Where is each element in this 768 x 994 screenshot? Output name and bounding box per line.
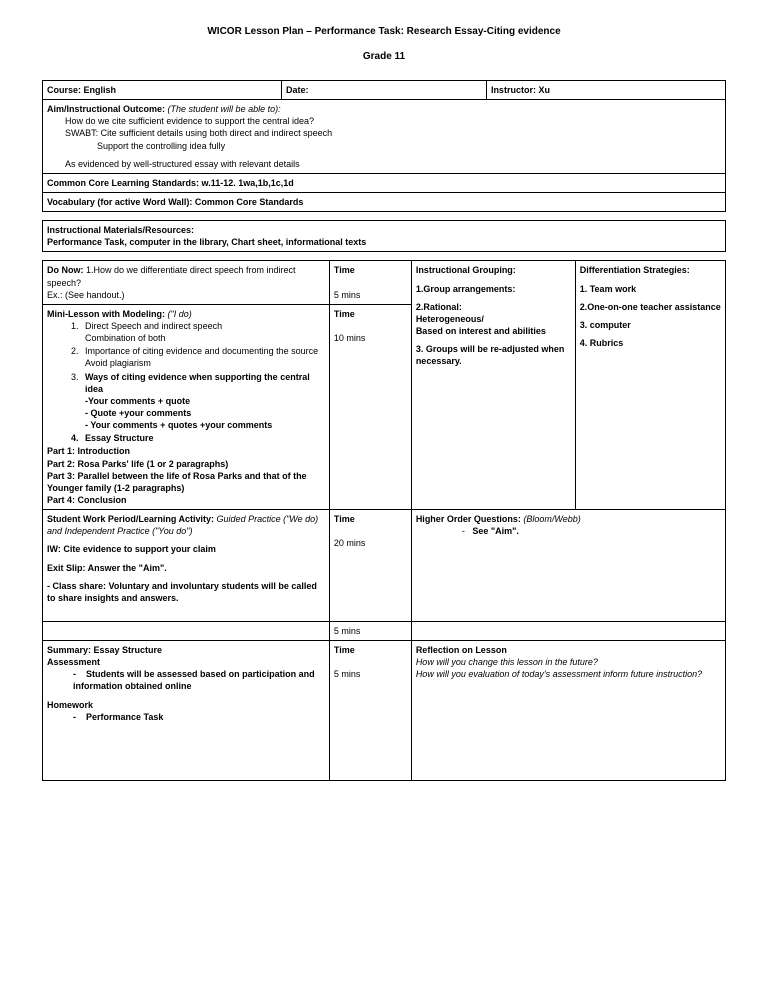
work-time-2: 5 mins (334, 626, 361, 636)
mini-p2: Part 2: Rosa Parks' life (1 or 2 paragra… (47, 458, 325, 470)
summary-hw: Homework (47, 699, 325, 711)
materials-table: Instructional Materials/Resources: Perfo… (42, 220, 726, 252)
reflect-q2: How will you evaluation of today's asses… (416, 668, 721, 680)
vocab-value: Common Core Standards (195, 197, 304, 207)
vocab-label: Vocabulary (for active Word Wall): (47, 197, 192, 207)
hoq-text: See "Aim". (472, 526, 519, 536)
work-label: Student Work Period/Learning Activity: (47, 514, 214, 524)
instructor-value: Xu (538, 85, 550, 95)
aim-swabt2: Support the controlling idea fully (47, 140, 721, 152)
diff-1: 1. Team work (580, 283, 721, 295)
ccls-value: w.11-12. 1wa,1b,1c,1d (202, 178, 294, 188)
summary-hw-text: Performance Task (86, 712, 163, 722)
materials-value: Performance Task, computer in the librar… (47, 237, 366, 247)
summary-label: Summary: Essay Structure (47, 644, 325, 656)
work-share: - Class share: Voluntary and involuntary… (47, 580, 325, 604)
grouping-label: Instructional Grouping: (416, 264, 571, 276)
aim-question: How do we cite sufficient evidence to su… (47, 115, 721, 127)
work-exit: Exit Slip: Answer the "Aim". (47, 562, 325, 574)
grouping-2a: 2.Rational: (416, 301, 571, 313)
aim-label: Aim/Instructional Outcome: (47, 104, 165, 114)
ccls-label: Common Core Learning Standards: (47, 178, 199, 188)
diff-2: 2.One-on-one teacher assistance (580, 301, 721, 313)
doc-title: WICOR Lesson Plan – Performance Task: Re… (42, 26, 726, 37)
reflect-label: Reflection on Lesson (416, 644, 721, 656)
mini-p1: Part 1: Introduction (47, 445, 325, 457)
course-value: English (84, 85, 117, 95)
work-time-1: 20 mins (334, 538, 366, 548)
diff-4: 4. Rubrics (580, 337, 721, 349)
doc-grade: Grade 11 (42, 51, 726, 62)
aim-evidence: As evidenced by well-structured essay wi… (47, 158, 721, 170)
instructor-label: Instructor: (491, 85, 536, 95)
summary-assess-text: Students will be assessed based on parti… (73, 669, 315, 691)
hoq-label: Higher Order Questions: (416, 514, 521, 524)
donow-time-label: Time (334, 265, 355, 275)
mini-time-value: 10 mins (334, 333, 366, 343)
aim-swabt: SWABT: Cite sufficient details using bot… (47, 127, 721, 139)
work-iw: IW: Cite evidence to support your claim (47, 543, 325, 555)
donow-label: Do Now: (47, 265, 84, 275)
mini-label: Mini-Lesson with Modeling: (47, 309, 165, 319)
aim-note: (The student will be able to): (168, 104, 281, 114)
summary-assess: Assessment (47, 656, 325, 668)
summary-dash2: - (73, 712, 76, 722)
mini-note: ("I do) (168, 309, 192, 319)
hoq-note: (Bloom/Webb) (523, 514, 580, 524)
donow-time-value: 5 mins (334, 290, 361, 300)
mini-p4: Part 4: Conclusion (47, 494, 325, 506)
activity-table: Do Now: 1.How do we differentiate direct… (42, 260, 726, 781)
date-label: Date: (286, 85, 309, 95)
diff-label: Differentiation Strategies: (580, 264, 721, 276)
work-time-label: Time (334, 514, 355, 524)
grouping-3: 3. Groups will be re-adjusted when neces… (416, 343, 571, 367)
mini-item-1: Direct Speech and indirect speech Combin… (81, 320, 325, 344)
info-table: Course: English Date: Instructor: Xu Aim… (42, 80, 726, 212)
mini-item-2: Importance of citing evidence and docume… (81, 345, 325, 369)
summary-dash1: - (73, 669, 76, 679)
summary-time-label: Time (334, 645, 355, 655)
grouping-2b: Heterogeneous/ (416, 313, 571, 325)
mini-item-3: Ways of citing evidence when supporting … (81, 371, 325, 432)
grouping-2c: Based on interest and abilities (416, 325, 571, 337)
mini-item-4: Essay Structure (81, 432, 325, 444)
reflect-q1: How will you change this lesson in the f… (416, 656, 721, 668)
donow-ex: Ex.: (See handout.) (47, 290, 125, 300)
donow-text: 1.How do we differentiate direct speech … (47, 265, 295, 287)
course-label: Course: (47, 85, 81, 95)
grouping-1: 1.Group arrangements: (416, 283, 571, 295)
diff-3: 3. computer (580, 319, 721, 331)
materials-label: Instructional Materials/Resources: (47, 225, 194, 235)
mini-p3: Part 3: Parallel between the life of Ros… (47, 470, 325, 494)
hoq-dash: - (416, 526, 465, 536)
mini-time-label: Time (334, 309, 355, 319)
summary-time-value: 5 mins (334, 669, 361, 679)
